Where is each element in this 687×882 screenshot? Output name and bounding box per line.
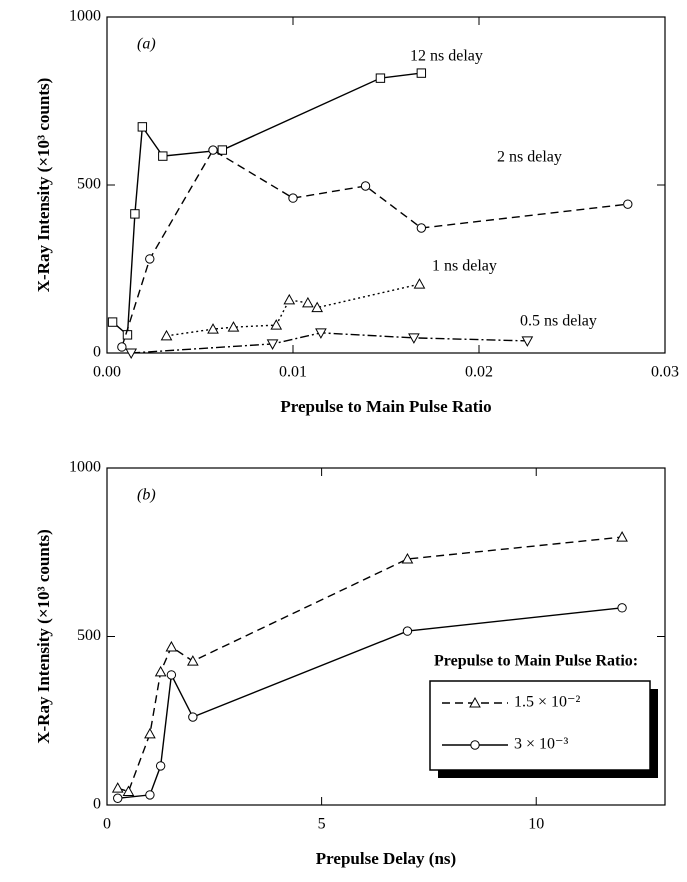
marker bbox=[145, 254, 155, 264]
marker bbox=[122, 785, 135, 797]
marker bbox=[413, 278, 426, 289]
y-tick-label: 0 bbox=[93, 796, 101, 813]
series-label: 1 ns delay bbox=[432, 258, 497, 275]
legend-marker bbox=[469, 696, 481, 708]
y-tick-label: 500 bbox=[77, 176, 101, 193]
series-label: 12 ns delay bbox=[410, 48, 483, 65]
marker bbox=[408, 333, 420, 344]
marker bbox=[623, 199, 633, 209]
marker bbox=[158, 151, 168, 161]
series-line bbox=[131, 332, 528, 354]
marker bbox=[155, 761, 166, 771]
marker bbox=[227, 321, 240, 332]
marker bbox=[401, 552, 414, 564]
legend-label: 1.5 × 10⁻² bbox=[514, 694, 580, 711]
marker bbox=[311, 301, 324, 313]
series-label: 2 ns delay bbox=[497, 149, 562, 166]
y-tick-label: 1000 bbox=[69, 459, 101, 476]
legend-label: 3 × 10⁻³ bbox=[514, 736, 568, 753]
x-axis-title: Prepulse Delay (ns) bbox=[316, 849, 456, 868]
marker bbox=[125, 348, 138, 360]
marker bbox=[266, 339, 279, 350]
y-tick-label: 500 bbox=[77, 627, 101, 644]
marker bbox=[315, 328, 327, 339]
x-tick-label: 0.01 bbox=[279, 364, 307, 381]
marker bbox=[616, 531, 628, 542]
marker bbox=[208, 145, 218, 155]
x-tick-label: 5 bbox=[318, 816, 326, 833]
marker bbox=[188, 712, 198, 722]
marker bbox=[145, 790, 155, 800]
marker bbox=[207, 323, 219, 334]
marker bbox=[283, 293, 296, 305]
y-axis-title: X-Ray Intensity (×10³ counts) bbox=[34, 529, 53, 744]
y-tick-label: 0 bbox=[93, 344, 101, 361]
marker bbox=[122, 330, 133, 340]
marker bbox=[416, 68, 427, 78]
x-axis-title: Prepulse to Main Pulse Ratio bbox=[280, 397, 491, 416]
marker bbox=[416, 223, 427, 233]
marker bbox=[402, 626, 413, 636]
marker bbox=[166, 670, 177, 680]
marker bbox=[130, 209, 140, 219]
marker bbox=[144, 727, 156, 739]
series-line bbox=[166, 283, 420, 337]
legend-box bbox=[429, 680, 651, 771]
y-axis-title: X-Ray Intensity (×10³ counts) bbox=[34, 78, 53, 293]
x-tick-label: 0.03 bbox=[651, 364, 679, 381]
marker bbox=[186, 655, 199, 666]
legend-title: Prepulse to Main Pulse Ratio: bbox=[434, 653, 638, 670]
marker bbox=[137, 122, 148, 132]
marker bbox=[270, 319, 283, 330]
panel-label: (a) bbox=[137, 36, 156, 53]
marker bbox=[113, 793, 123, 803]
x-tick-label: 0.02 bbox=[465, 364, 493, 381]
plot-frame bbox=[106, 16, 666, 354]
series-line bbox=[117, 536, 623, 793]
marker bbox=[111, 782, 124, 793]
marker bbox=[117, 342, 127, 352]
marker bbox=[217, 145, 228, 155]
marker bbox=[521, 336, 534, 347]
marker bbox=[160, 329, 173, 341]
series-line bbox=[112, 72, 422, 337]
series-label: 0.5 ns delay bbox=[520, 313, 597, 330]
x-tick-label: 0.00 bbox=[93, 364, 121, 381]
marker bbox=[375, 73, 386, 83]
marker bbox=[617, 603, 627, 613]
marker bbox=[154, 665, 167, 677]
marker bbox=[107, 317, 118, 327]
panel-label: (b) bbox=[137, 487, 156, 504]
legend-marker bbox=[470, 740, 480, 750]
marker bbox=[360, 181, 371, 191]
marker bbox=[165, 640, 178, 652]
marker bbox=[302, 296, 314, 308]
y-tick-label: 1000 bbox=[69, 8, 101, 25]
x-tick-label: 10 bbox=[528, 816, 544, 833]
marker bbox=[288, 193, 298, 203]
x-tick-label: 0 bbox=[103, 816, 111, 833]
